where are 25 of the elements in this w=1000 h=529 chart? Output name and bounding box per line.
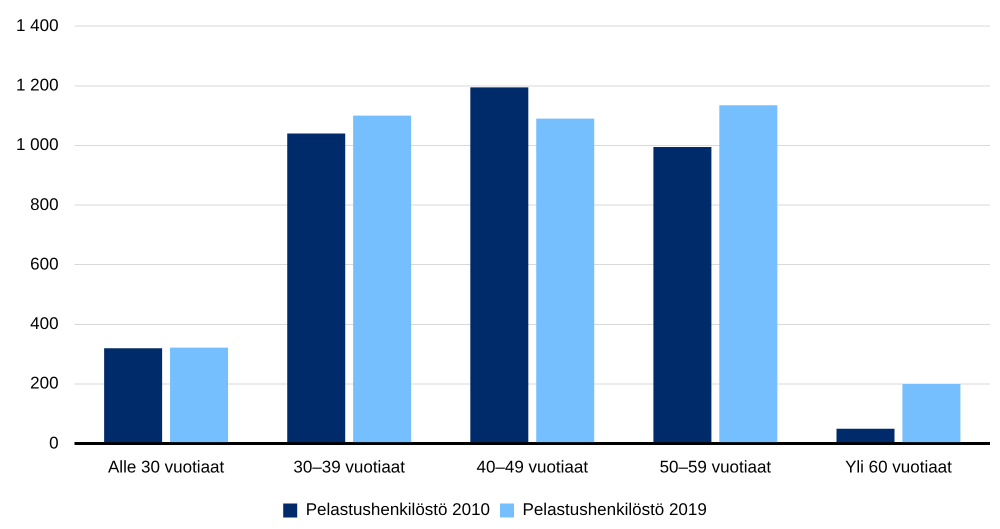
bar bbox=[902, 384, 960, 442]
y-tick-label: 1 400 bbox=[16, 16, 59, 35]
x-tick-label: 30–39 vuotiaat bbox=[293, 457, 406, 476]
y-tick-label: 600 bbox=[30, 254, 59, 274]
bar bbox=[836, 428, 894, 442]
bar bbox=[104, 348, 162, 442]
y-tick-label: 800 bbox=[30, 194, 59, 214]
x-tick-label: Yli 60 vuotiaat bbox=[845, 457, 952, 476]
bar bbox=[653, 146, 712, 442]
x-tick-label: 40–49 vuotiaat bbox=[476, 457, 588, 476]
y-tick-label: 400 bbox=[30, 314, 59, 334]
x-tick-label: Alle 30 vuotiaat bbox=[108, 457, 224, 476]
bar bbox=[353, 116, 412, 442]
y-tick-label: 1 200 bbox=[16, 76, 59, 95]
bar bbox=[536, 118, 594, 442]
bar bbox=[287, 134, 346, 442]
bar bbox=[470, 87, 528, 442]
bar bbox=[719, 105, 778, 442]
legend-label: Pelastushenkilöstö 2010 bbox=[306, 500, 490, 520]
y-tick-label: 0 bbox=[49, 433, 59, 452]
x-tick-label: 50–59 vuotiaat bbox=[660, 457, 772, 476]
y-tick-label: 1 000 bbox=[16, 135, 59, 154]
legend-label: Pelastushenkilöstö 2019 bbox=[522, 500, 707, 520]
bar bbox=[170, 348, 228, 442]
y-tick-label: 200 bbox=[30, 374, 59, 393]
